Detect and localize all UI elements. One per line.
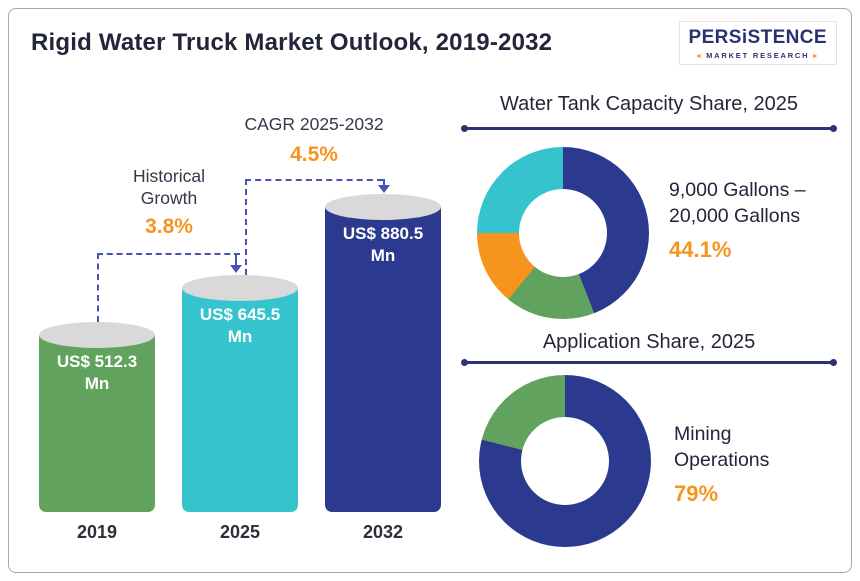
brand-tagline: MARKET RESEARCH xyxy=(689,51,828,60)
application-callout: Mining Operations 79% xyxy=(674,421,804,508)
bar-column-2025: US$ 645.5 Mn 2025 xyxy=(182,275,298,543)
bar-2025: US$ 645.5 Mn xyxy=(182,275,298,512)
capacity-callout-label: 9,000 Gallons – 20,000 Gallons xyxy=(669,179,806,228)
application-chart-title: Application Share, 2025 xyxy=(542,331,756,353)
year-label: 2019 xyxy=(76,522,118,542)
cagr-label: CAGR 2025-2032 xyxy=(244,114,384,134)
capacity-donut-chart xyxy=(477,147,649,319)
year-label: 2032 xyxy=(362,522,404,542)
bar-2032: US$ 880.5 Mn xyxy=(325,194,441,512)
application-callout-value: 79% xyxy=(674,480,719,506)
capacity-callout-value: 44.1% xyxy=(669,236,732,262)
application-callout-label: Mining Operations xyxy=(674,423,770,472)
share-charts-panel: Water Tank Capacity Share, 2025 9,000 Ga… xyxy=(457,83,841,562)
growth-connector-line xyxy=(97,253,240,322)
bar-column-2032: US$ 880.5 Mn 2032 xyxy=(325,194,441,543)
capacity-chart-title: Water Tank Capacity Share, 2025 xyxy=(500,93,798,115)
cagr-connector-line xyxy=(245,179,383,275)
historical-growth-value: 3.8% xyxy=(145,215,193,238)
historical-growth-label: Historical Growth xyxy=(133,166,205,209)
bar-2019: US$ 512.3 Mn xyxy=(39,322,155,512)
cagr-connector-drop xyxy=(383,179,385,185)
growth-connector-drop xyxy=(235,253,237,265)
brand-logo: PERSiSTENCE MARKET RESEARCH xyxy=(678,21,837,65)
bar-value-label: US$ 880.5 Mn xyxy=(342,224,424,266)
donut-hole xyxy=(519,189,607,277)
bar-column-2019: US$ 512.3 Mn 2019 xyxy=(39,322,155,543)
application-donut-chart xyxy=(479,375,651,547)
connector-arrow-icon xyxy=(230,265,242,273)
page-title: Rigid Water Truck Market Outlook, 2019-2… xyxy=(31,29,553,56)
connector-arrow-icon xyxy=(378,185,390,193)
cagr-value: 4.5% xyxy=(290,143,338,166)
market-bar-chart: Historical Growth 3.8% CAGR 2025-2032 4.… xyxy=(21,89,457,549)
capacity-callout: 9,000 Gallons – 20,000 Gallons 44.1% xyxy=(669,177,841,264)
application-title-underline xyxy=(461,359,837,366)
donut-hole xyxy=(521,417,609,505)
brand-name: PERSiSTENCE xyxy=(688,27,827,48)
capacity-title-underline xyxy=(461,125,837,132)
infographic-card: Rigid Water Truck Market Outlook, 2019-2… xyxy=(8,8,852,573)
year-label: 2025 xyxy=(219,522,261,542)
bar-value-label: US$ 512.3 Mn xyxy=(56,352,138,394)
bar-value-label: US$ 645.5 Mn xyxy=(199,305,281,347)
